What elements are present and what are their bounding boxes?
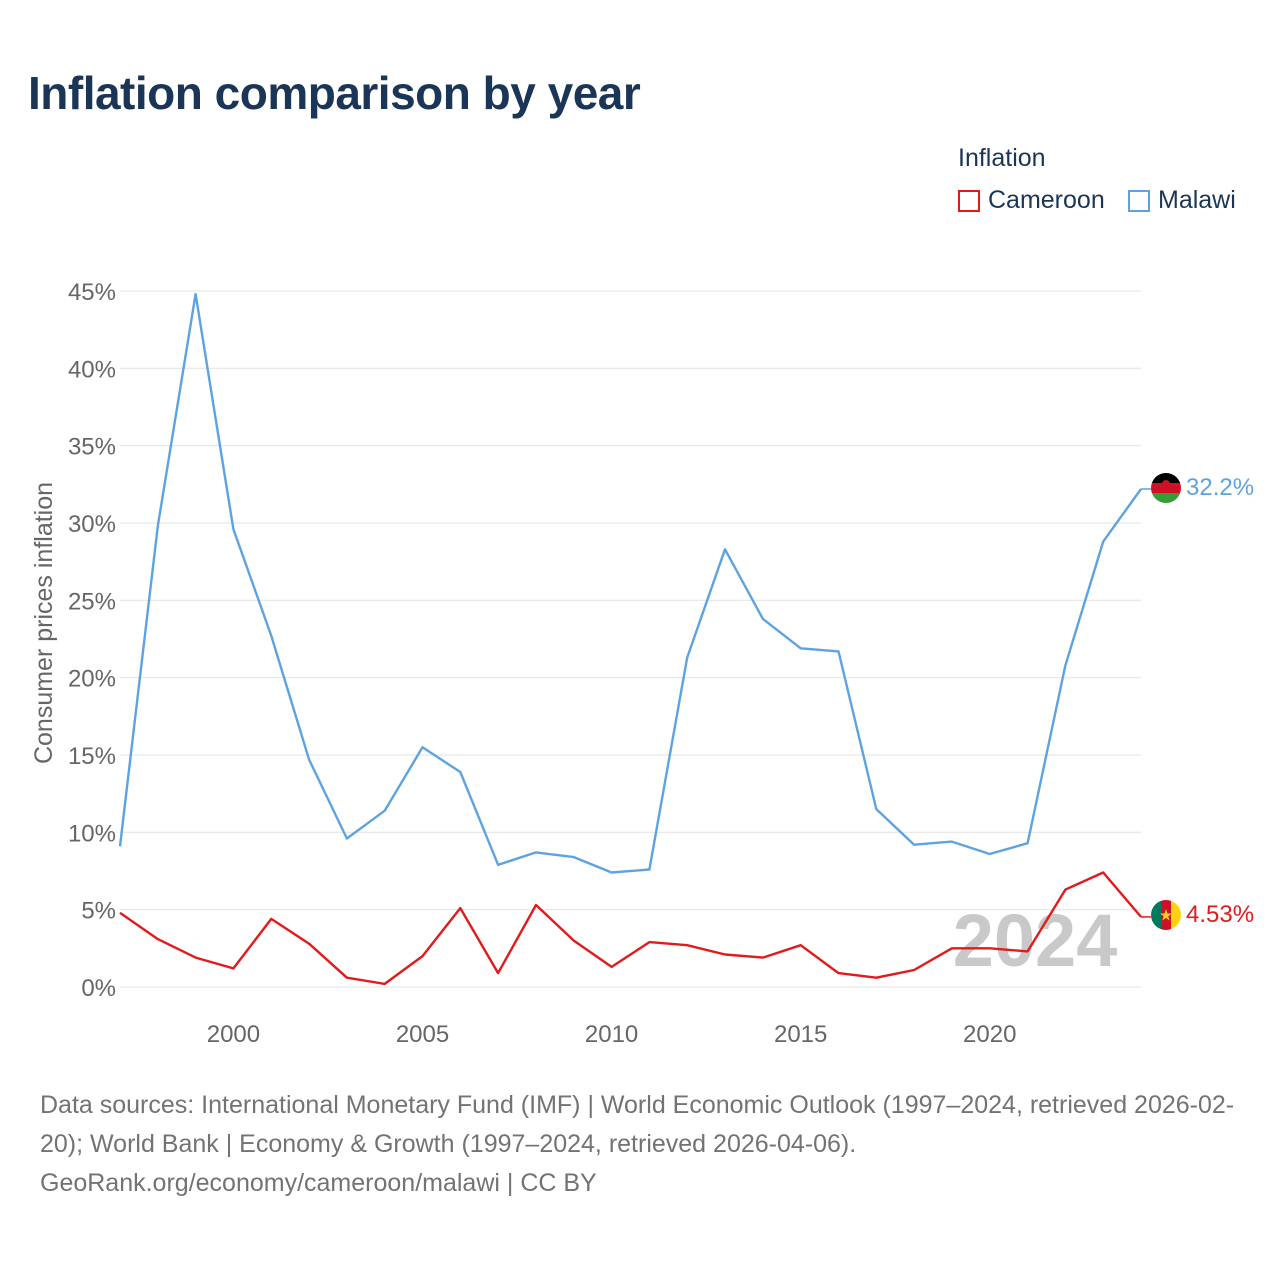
series-line-cameroon[interactable] <box>119 871 1142 986</box>
end-label-malawi: 32.2% <box>1186 474 1254 501</box>
cameroon-flag-icon <box>1151 900 1181 930</box>
legend-item-malawi[interactable]: Malawi <box>1128 186 1236 215</box>
legend-swatch-malawi <box>1128 189 1150 212</box>
y-tick-label: 35% <box>68 434 116 461</box>
legend-label-malawi: Malawi <box>1158 186 1236 214</box>
legend-item-cameroon[interactable]: Cameroon <box>958 186 1105 215</box>
grid-lines <box>120 290 1141 988</box>
source-link[interactable]: GeoRank.org/economy/cameroon/malawi | CC… <box>40 1169 597 1197</box>
x-tick-label: 2015 <box>774 1021 827 1048</box>
y-axis-label: Consumer prices inflation <box>30 482 58 764</box>
y-tick-label: 15% <box>68 743 116 770</box>
source-note: Data sources: International Monetary Fun… <box>40 1086 1250 1203</box>
series-line-malawi[interactable] <box>118 292 1142 874</box>
x-tick-label: 2005 <box>396 1021 449 1048</box>
malawi-flag-icon <box>1151 473 1181 503</box>
y-axis-ticks: 0% 5% 10% 15% 20% 25% 30% 35% 40% 45% <box>68 279 116 1002</box>
x-tick-label: 2000 <box>207 1021 260 1048</box>
y-tick-label: 30% <box>68 511 116 538</box>
y-tick-label: 0% <box>81 975 116 1002</box>
y-tick-label: 10% <box>68 820 116 847</box>
chart-title: Inflation comparison by year <box>28 67 641 119</box>
x-axis-ticks: 2000 2005 2010 2015 2020 <box>207 1021 1017 1048</box>
legend-label-cameroon: Cameroon <box>988 186 1105 214</box>
y-tick-label: 5% <box>81 898 116 925</box>
x-tick-label: 2020 <box>963 1021 1016 1048</box>
source-text: Data sources: International Monetary Fun… <box>40 1091 1235 1158</box>
y-tick-label: 20% <box>68 666 116 693</box>
end-label-cameroon: 4.53% <box>1186 901 1254 928</box>
series-lines <box>118 292 1151 986</box>
y-tick-label: 25% <box>68 588 116 615</box>
x-tick-label: 2010 <box>585 1021 638 1048</box>
y-tick-label: 40% <box>68 356 116 383</box>
legend-swatch-cameroon <box>958 189 980 212</box>
y-tick-label: 45% <box>68 279 116 306</box>
legend-title: Inflation <box>958 144 1046 172</box>
